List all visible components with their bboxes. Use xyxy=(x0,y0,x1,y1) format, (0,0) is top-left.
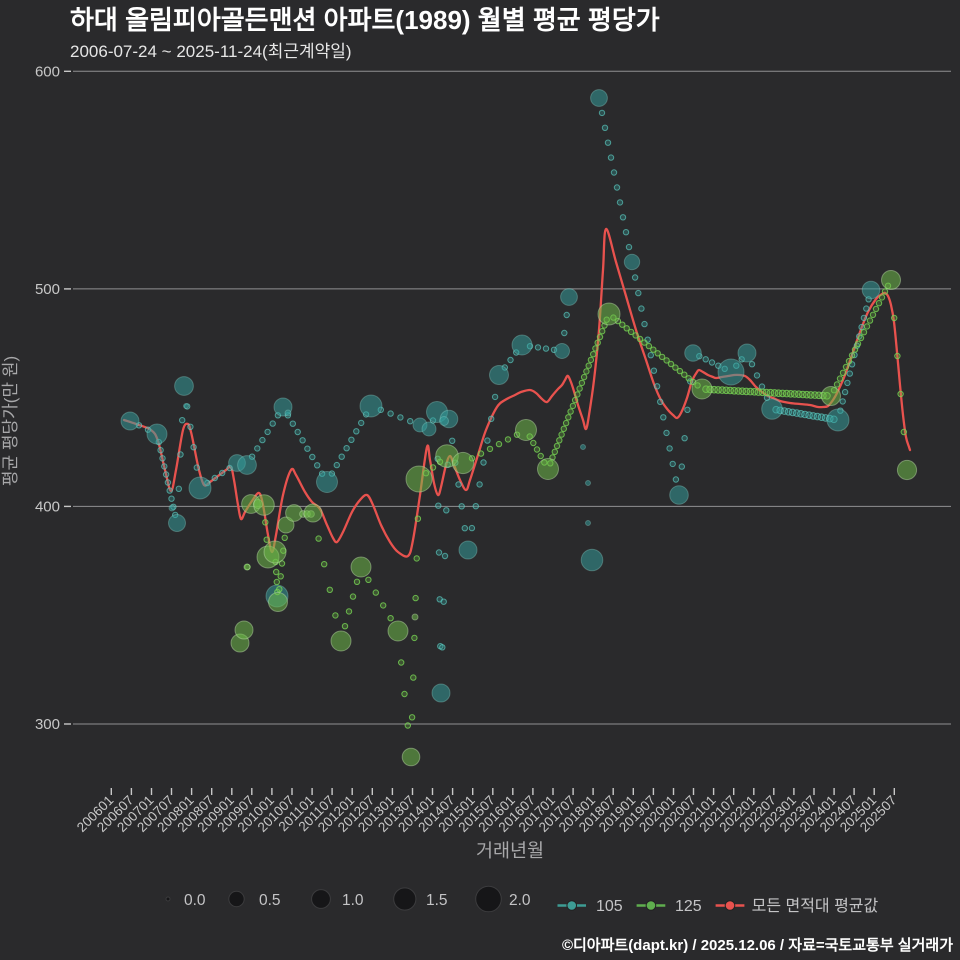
svg-text:125: 125 xyxy=(675,898,702,915)
svg-text:400: 400 xyxy=(35,498,60,515)
svg-text:600: 600 xyxy=(35,63,60,80)
svg-text:500: 500 xyxy=(35,281,60,298)
svg-text:1.5: 1.5 xyxy=(426,892,448,909)
svg-text:모든 면적대 평균값: 모든 면적대 평균값 xyxy=(752,897,879,915)
svg-text:105: 105 xyxy=(596,898,623,915)
svg-text:2.0: 2.0 xyxy=(509,892,531,909)
svg-text:거래년월: 거래년월 xyxy=(476,840,544,861)
svg-text:0.0: 0.0 xyxy=(184,892,206,909)
svg-text:평균 평당가(만 원): 평균 평당가(만 원) xyxy=(1,356,20,486)
svg-text:300: 300 xyxy=(35,716,60,733)
svg-text:0.5: 0.5 xyxy=(259,892,281,909)
svg-text:1.0: 1.0 xyxy=(342,892,364,909)
